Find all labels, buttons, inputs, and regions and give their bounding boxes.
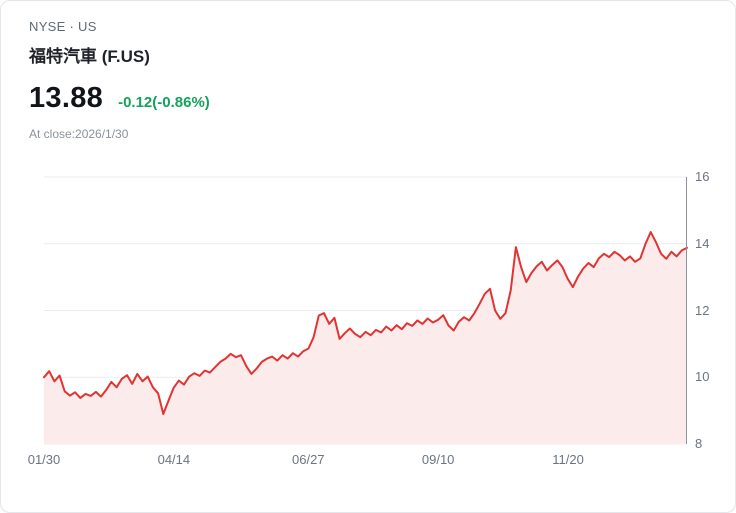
price-chart[interactable] bbox=[43, 176, 688, 445]
price-row: 13.88 -0.12(-0.86%) bbox=[29, 82, 707, 115]
price-change: -0.12(-0.86%) bbox=[118, 94, 210, 111]
x-axis-label: 04/14 bbox=[157, 452, 191, 467]
x-axis-label: 06/27 bbox=[291, 452, 325, 467]
price-line bbox=[43, 231, 688, 415]
exchange-label: NYSE · US bbox=[29, 19, 97, 34]
x-axis-label: 09/10 bbox=[421, 452, 455, 467]
x-axis-label: 11/20 bbox=[552, 452, 584, 467]
quote-header: NYSE · US 福特汽車 (F.US) 13.88 -0.12(-0.86%… bbox=[1, 1, 735, 141]
x-axis-label: 01/30 bbox=[27, 452, 61, 467]
y-axis: 8 10 12 14 16 bbox=[695, 169, 731, 451]
y-axis-label: 8 bbox=[695, 436, 703, 451]
y-axis-label: 12 bbox=[695, 302, 710, 318]
current-price: 13.88 bbox=[29, 82, 104, 114]
price-chart-svg[interactable] bbox=[43, 176, 688, 445]
area-fill bbox=[44, 232, 687, 444]
close-timestamp: At close:2026/1/30 bbox=[29, 127, 129, 141]
y-axis-label: 10 bbox=[695, 369, 710, 385]
y-axis-label: 16 bbox=[695, 169, 710, 184]
y-axis-label: 14 bbox=[695, 235, 710, 251]
stock-name: 福特汽車 (F.US) bbox=[29, 47, 150, 66]
x-axis: 01/30 04/14 06/27 09/10 11/20 bbox=[28, 452, 687, 472]
